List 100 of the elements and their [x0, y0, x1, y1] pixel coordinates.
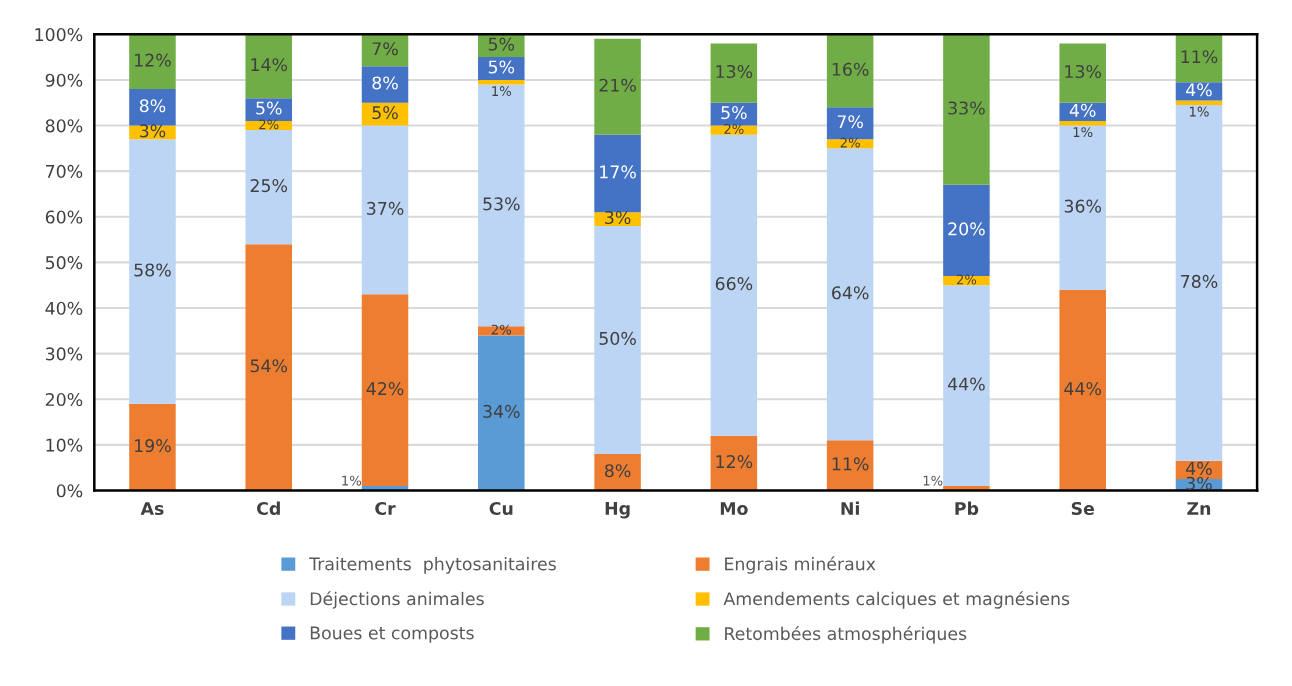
y-tick-label: 60% [45, 210, 83, 224]
legend-label: Boues et composts [310, 626, 474, 643]
data-label: 78% [1181, 274, 1218, 288]
legend-label: Retombées atmosphériques [725, 626, 967, 644]
x-tick-label: Cu [489, 501, 513, 516]
data-label: 50% [599, 331, 636, 345]
bar [594, 453, 641, 491]
y-tick-label: 100% [35, 28, 83, 42]
data-label: 16% [832, 62, 869, 76]
x-tick-label: As [140, 502, 164, 516]
bar [826, 148, 874, 441]
data-label: 8% [372, 76, 398, 90]
y-tick-label: 90% [45, 73, 83, 87]
data-label: 4% [1186, 83, 1212, 97]
bar [1059, 289, 1106, 491]
data-label: 58% [134, 263, 171, 277]
bar [361, 102, 409, 126]
bar [826, 440, 874, 491]
data-label: 5% [372, 106, 398, 120]
bar [361, 125, 409, 295]
bar [245, 98, 292, 121]
data-label: 1% [1073, 127, 1093, 138]
x-tick-label: Hg [605, 502, 630, 519]
bar [361, 294, 409, 486]
bar [245, 120, 292, 131]
data-label: 3% [140, 124, 166, 138]
data-label: 4% [1069, 103, 1096, 117]
bar [943, 276, 990, 286]
data-label: 2% [956, 274, 977, 285]
data-label: 2% [259, 119, 279, 130]
y-tick-label: 40% [45, 301, 83, 315]
data-label: 5% [721, 106, 747, 120]
y-tick-label: 10% [46, 438, 83, 452]
x-tick-label: Cr [375, 501, 396, 516]
bar [245, 244, 292, 491]
data-label: 66% [715, 277, 753, 291]
y-tick-label: 20% [45, 392, 83, 407]
bar [710, 134, 758, 436]
bar [943, 34, 990, 185]
x-tick-label: Se [1071, 501, 1094, 516]
bar [245, 34, 292, 99]
data-label: 11% [1181, 50, 1218, 64]
data-label: 44% [947, 377, 985, 391]
data-label: 1% [1189, 106, 1209, 117]
data-label: 34% [483, 404, 520, 418]
data-label: 1% [342, 475, 362, 486]
data-label: 53% [483, 197, 520, 211]
data-label: 8% [139, 99, 166, 113]
bar [478, 326, 525, 336]
data-label: 7% [837, 115, 863, 129]
data-label: 44% [1064, 382, 1102, 396]
x-tick-label: Pb [955, 501, 979, 516]
data-label: 20% [948, 222, 985, 236]
data-label: 2% [840, 137, 860, 148]
legend-label: Traitements phytosanitaires [309, 556, 556, 574]
legend-label: Engrais minéraux [725, 556, 876, 574]
bar [594, 225, 641, 454]
bar [710, 435, 758, 491]
legend-label: Déjections animales [310, 591, 484, 609]
bar [1175, 100, 1223, 106]
bar [594, 38, 641, 135]
bar [594, 134, 641, 213]
data-label: 1% [923, 475, 943, 486]
y-tick-label: 80% [45, 119, 83, 133]
legend-label: Amendements calciques et magnésiens [723, 591, 1070, 609]
data-label: 5% [488, 60, 515, 74]
bar [1059, 120, 1106, 126]
data-label: 37% [367, 201, 404, 215]
y-tick-label: 0% [56, 484, 83, 498]
data-label: 42% [366, 382, 404, 396]
data-label: 2% [491, 324, 512, 335]
bar [129, 139, 176, 404]
data-label: 4% [1186, 461, 1212, 475]
data-label: 5% [488, 37, 515, 51]
data-label: 5% [256, 101, 282, 115]
data-label: 64% [832, 286, 869, 300]
data-label: 19% [135, 439, 171, 453]
bar [478, 57, 525, 80]
x-tick-label: Zn [1187, 502, 1211, 515]
data-label: 11% [832, 457, 869, 471]
data-label: 17% [600, 165, 636, 179]
y-tick-label: 30% [45, 347, 83, 361]
bar [245, 130, 292, 245]
bar [129, 34, 176, 90]
data-label: 3% [1186, 476, 1212, 490]
data-label: 12% [135, 53, 171, 67]
data-label: 1% [492, 86, 512, 97]
data-label: 21% [599, 78, 636, 92]
bar [710, 43, 758, 103]
bar [361, 66, 409, 103]
y-tick-label: 70% [46, 164, 83, 178]
bar [1059, 125, 1106, 290]
data-label: 12% [716, 455, 753, 469]
bar [478, 335, 525, 491]
data-label: 33% [948, 101, 985, 115]
data-label: 54% [250, 359, 288, 373]
data-label: 7% [372, 42, 398, 56]
bar [1175, 34, 1223, 83]
data-label: 25% [250, 179, 288, 193]
data-label: 3% [605, 210, 631, 225]
